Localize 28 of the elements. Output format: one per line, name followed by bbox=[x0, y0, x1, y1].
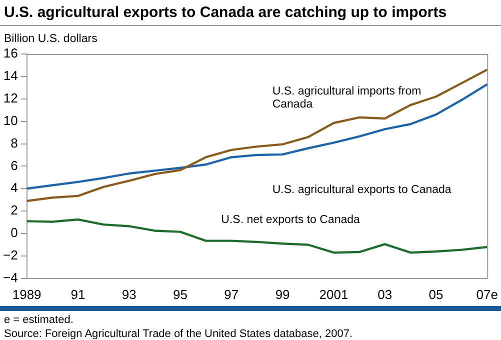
x-tick-label: 99 bbox=[275, 286, 290, 302]
y-tick-label: 16 bbox=[3, 46, 18, 61]
chart-title: U.S. agricultural exports to Canada are catching up to imports bbox=[0, 0, 501, 26]
x-tick-label: 03 bbox=[378, 286, 392, 302]
x-tick-label: 05 bbox=[428, 286, 444, 302]
y-tick-label: 0 bbox=[10, 225, 18, 240]
y-tick-label: −2 bbox=[2, 248, 18, 263]
x-tick-label: 07e bbox=[476, 286, 498, 302]
x-tick-label: 1989 bbox=[12, 286, 42, 302]
x-tick-label: 93 bbox=[122, 286, 136, 302]
x-tick-label: 95 bbox=[173, 286, 188, 302]
x-tick-label: 91 bbox=[70, 286, 86, 302]
y-tick-label: 14 bbox=[3, 68, 18, 84]
text: e = estimated. bbox=[4, 313, 74, 327]
y-tick-label: 2 bbox=[10, 202, 18, 218]
y-tick-label: −4 bbox=[2, 270, 18, 285]
y-axis-title: Billion U.S. dollars bbox=[4, 33, 98, 45]
y-tick-label: 4 bbox=[10, 180, 18, 196]
series-label: U.S. agricultural imports from Canada bbox=[272, 86, 422, 111]
y-tick-label: 6 bbox=[10, 158, 18, 173]
y-tick-label: 10 bbox=[3, 112, 18, 128]
source-note: Source: Foreign Agricultural Trade of the United States database, 2007. bbox=[4, 327, 354, 340]
y-tick-label: 8 bbox=[10, 135, 18, 150]
x-tick-label: 2001 bbox=[319, 286, 348, 302]
series-label: U.S. net exports to Canada bbox=[221, 214, 361, 226]
y-tick-label: 12 bbox=[3, 90, 18, 106]
x-tick-label: 97 bbox=[224, 286, 239, 302]
text: U.S. agricultural exports to Canada bbox=[272, 184, 452, 196]
